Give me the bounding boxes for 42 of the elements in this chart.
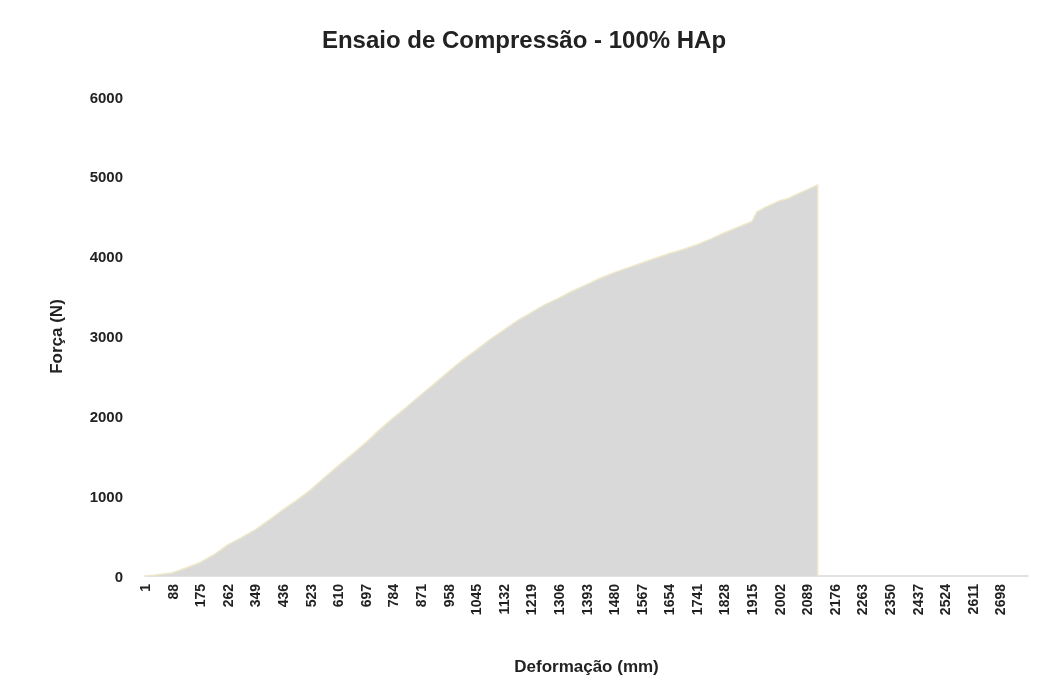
y-tick-label: 4000 <box>89 248 123 266</box>
x-tick-label: 523 <box>302 583 319 608</box>
x-tick-label: 436 <box>274 583 291 608</box>
x-tick-label: 2176 <box>826 583 843 616</box>
x-tick-label: 697 <box>357 583 374 608</box>
x-tick-label: 1132 <box>495 583 512 615</box>
x-tick-label: 958 <box>440 583 457 608</box>
y-tick-label: 0 <box>114 567 123 585</box>
x-tick-label: 2437 <box>909 583 926 616</box>
x-tick-label: 2089 <box>799 583 816 616</box>
x-tick-label: 88 <box>164 583 181 600</box>
x-axis-title: Deformação (mm) <box>514 657 659 676</box>
chart-title: Ensaio de Compressão - 100% HAp <box>321 25 727 53</box>
x-tick-label: 2263 <box>854 583 871 616</box>
x-tick-label: 2611 <box>964 583 981 615</box>
x-tick-label: 1480 <box>606 583 623 616</box>
x-tick-label: 1219 <box>523 583 540 616</box>
y-tick-label: 5000 <box>89 168 123 186</box>
x-tick-label: 2350 <box>882 583 899 616</box>
x-tick-label: 1306 <box>550 583 567 616</box>
x-tick-label: 1 <box>137 583 153 592</box>
x-tick-label: 2698 <box>992 583 1009 616</box>
x-tick-label: 1567 <box>633 583 650 616</box>
x-tick-label: 871 <box>412 583 429 608</box>
y-tick-label: 1000 <box>89 487 123 505</box>
x-tick-label: 610 <box>330 583 347 608</box>
x-tick-label: 1045 <box>468 583 485 616</box>
x-tick-label: 349 <box>247 583 264 608</box>
x-tick-label: 2524 <box>937 583 954 616</box>
x-tick-label: 1741 <box>688 583 705 616</box>
y-tick-label: 2000 <box>89 407 123 425</box>
x-tick-label: 2002 <box>771 583 788 616</box>
x-tick-label: 784 <box>385 583 402 608</box>
x-tick-label: 1654 <box>661 583 678 616</box>
x-tick-label: 262 <box>219 583 236 608</box>
x-tick-label: 1393 <box>578 583 595 616</box>
y-axis-title: Força (N) <box>47 299 66 374</box>
x-tick-label: 1915 <box>744 583 761 616</box>
y-tick-label: 6000 <box>89 88 123 106</box>
y-tick-label: 3000 <box>89 328 123 345</box>
x-tick-label: 175 <box>192 583 209 608</box>
x-tick-label: 1828 <box>716 583 733 616</box>
